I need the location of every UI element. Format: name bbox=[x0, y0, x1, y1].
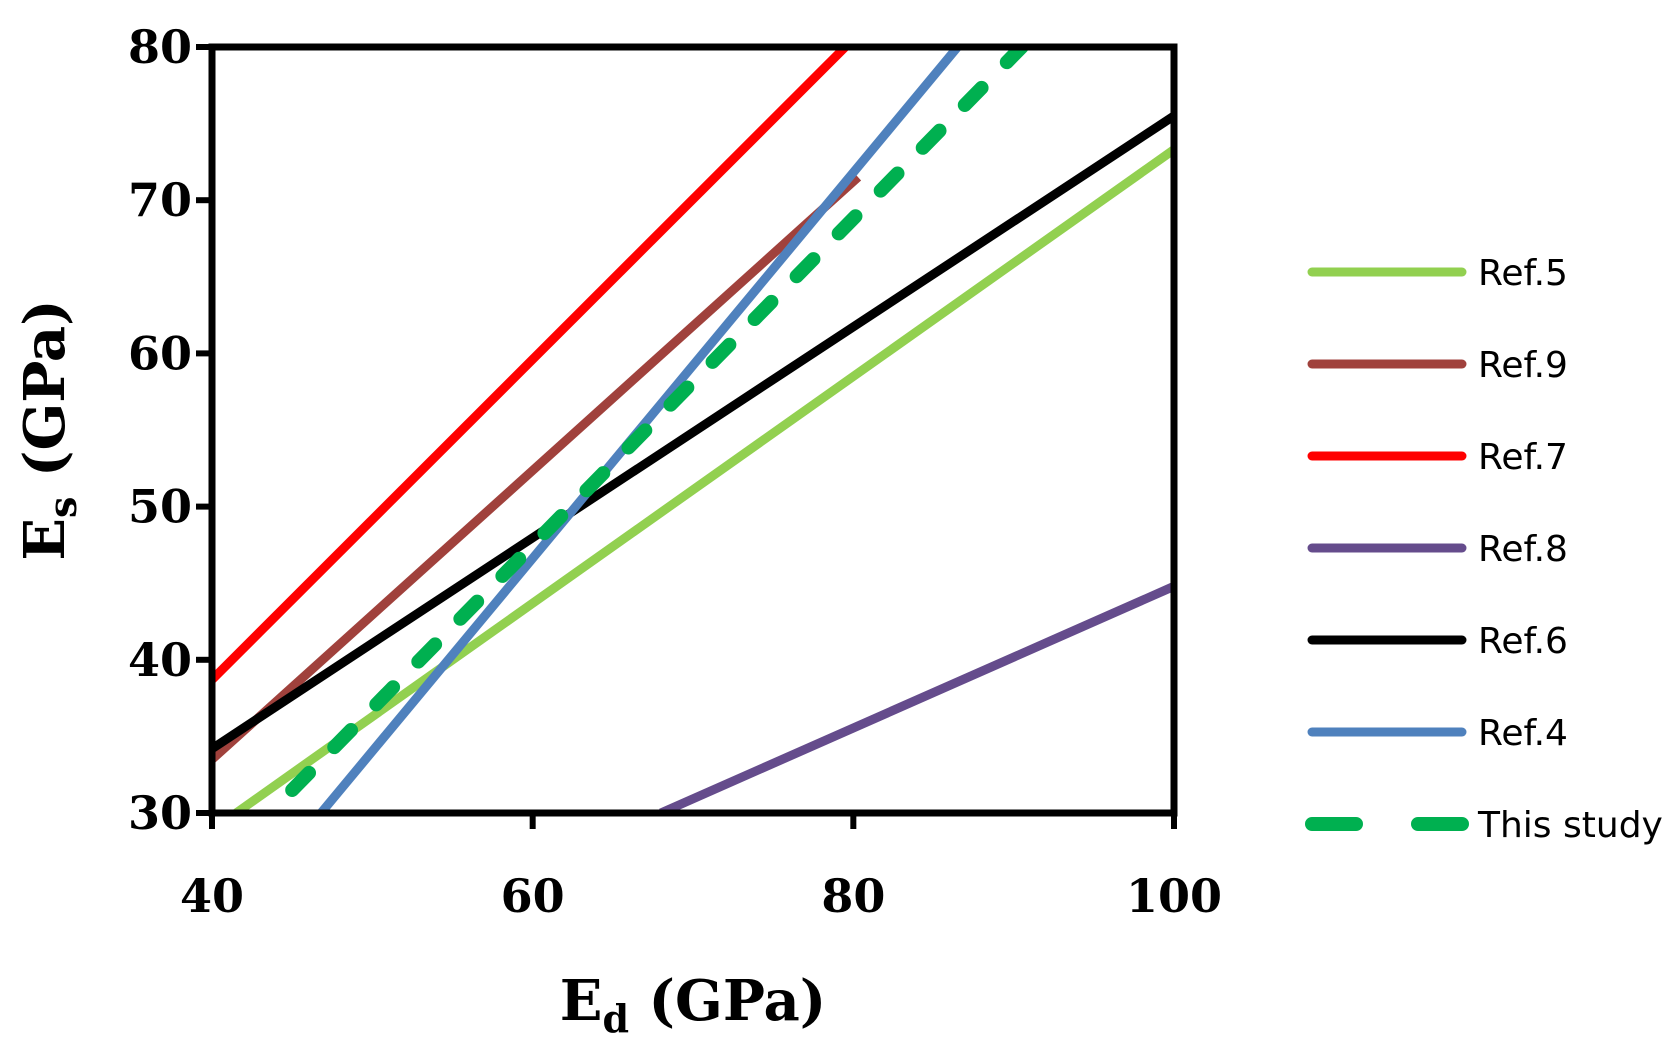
series-line-this-study bbox=[285, 47, 1029, 797]
series-layer bbox=[212, 47, 1174, 813]
y-tick-label: 50 bbox=[128, 480, 192, 534]
legend-label: Ref.6 bbox=[1478, 621, 1568, 662]
x-axis-title: Ed (GPa) bbox=[560, 968, 826, 1041]
legend-item-ref-6: Ref.6 bbox=[1307, 621, 1568, 662]
x-tick-label: 40 bbox=[180, 869, 244, 923]
x-tick-label: 100 bbox=[1126, 869, 1222, 923]
y-tick-label: 80 bbox=[128, 20, 192, 74]
legend-item-this-study: This study bbox=[1305, 805, 1663, 846]
legend-item-ref-4: Ref.4 bbox=[1307, 713, 1568, 754]
x-tick-label: 60 bbox=[501, 869, 565, 923]
plot-frame bbox=[208, 43, 1178, 817]
x-tick-label: 80 bbox=[821, 869, 885, 923]
series-line-ref-8 bbox=[659, 582, 1174, 813]
legend-label: Ref.5 bbox=[1478, 253, 1568, 294]
legend-label: Ref.4 bbox=[1478, 713, 1568, 754]
series-line-ref-5 bbox=[233, 145, 1174, 813]
legend-label: Ref.8 bbox=[1478, 529, 1568, 570]
legend-label: Ref.9 bbox=[1478, 345, 1568, 386]
series-line-ref-9 bbox=[212, 173, 862, 763]
y-tick-label: 40 bbox=[128, 633, 192, 687]
y-tick-label: 70 bbox=[128, 173, 192, 227]
legend-item-ref-9: Ref.9 bbox=[1307, 345, 1568, 386]
tick-layer: 40 60 80 100 30 40 50 60 70 80 bbox=[128, 20, 1222, 923]
legend-item-ref-8: Ref.8 bbox=[1307, 529, 1568, 570]
legend-label: Ref.7 bbox=[1478, 437, 1568, 478]
series-line-ref-7 bbox=[212, 47, 849, 683]
y-tick-label: 30 bbox=[128, 786, 192, 840]
y-axis-title: Es (GPa) bbox=[12, 299, 85, 560]
legend: Ref.5 Ref.9 Ref.7 Ref.8 Ref.6 Ref.4 This study bbox=[1305, 253, 1663, 846]
y-tick-label: 60 bbox=[128, 326, 192, 380]
legend-item-ref-7: Ref.7 bbox=[1307, 437, 1568, 478]
legend-item-ref-5: Ref.5 bbox=[1307, 253, 1568, 294]
legend-label: This study bbox=[1477, 805, 1663, 846]
series-line-ref-6 bbox=[212, 112, 1174, 753]
